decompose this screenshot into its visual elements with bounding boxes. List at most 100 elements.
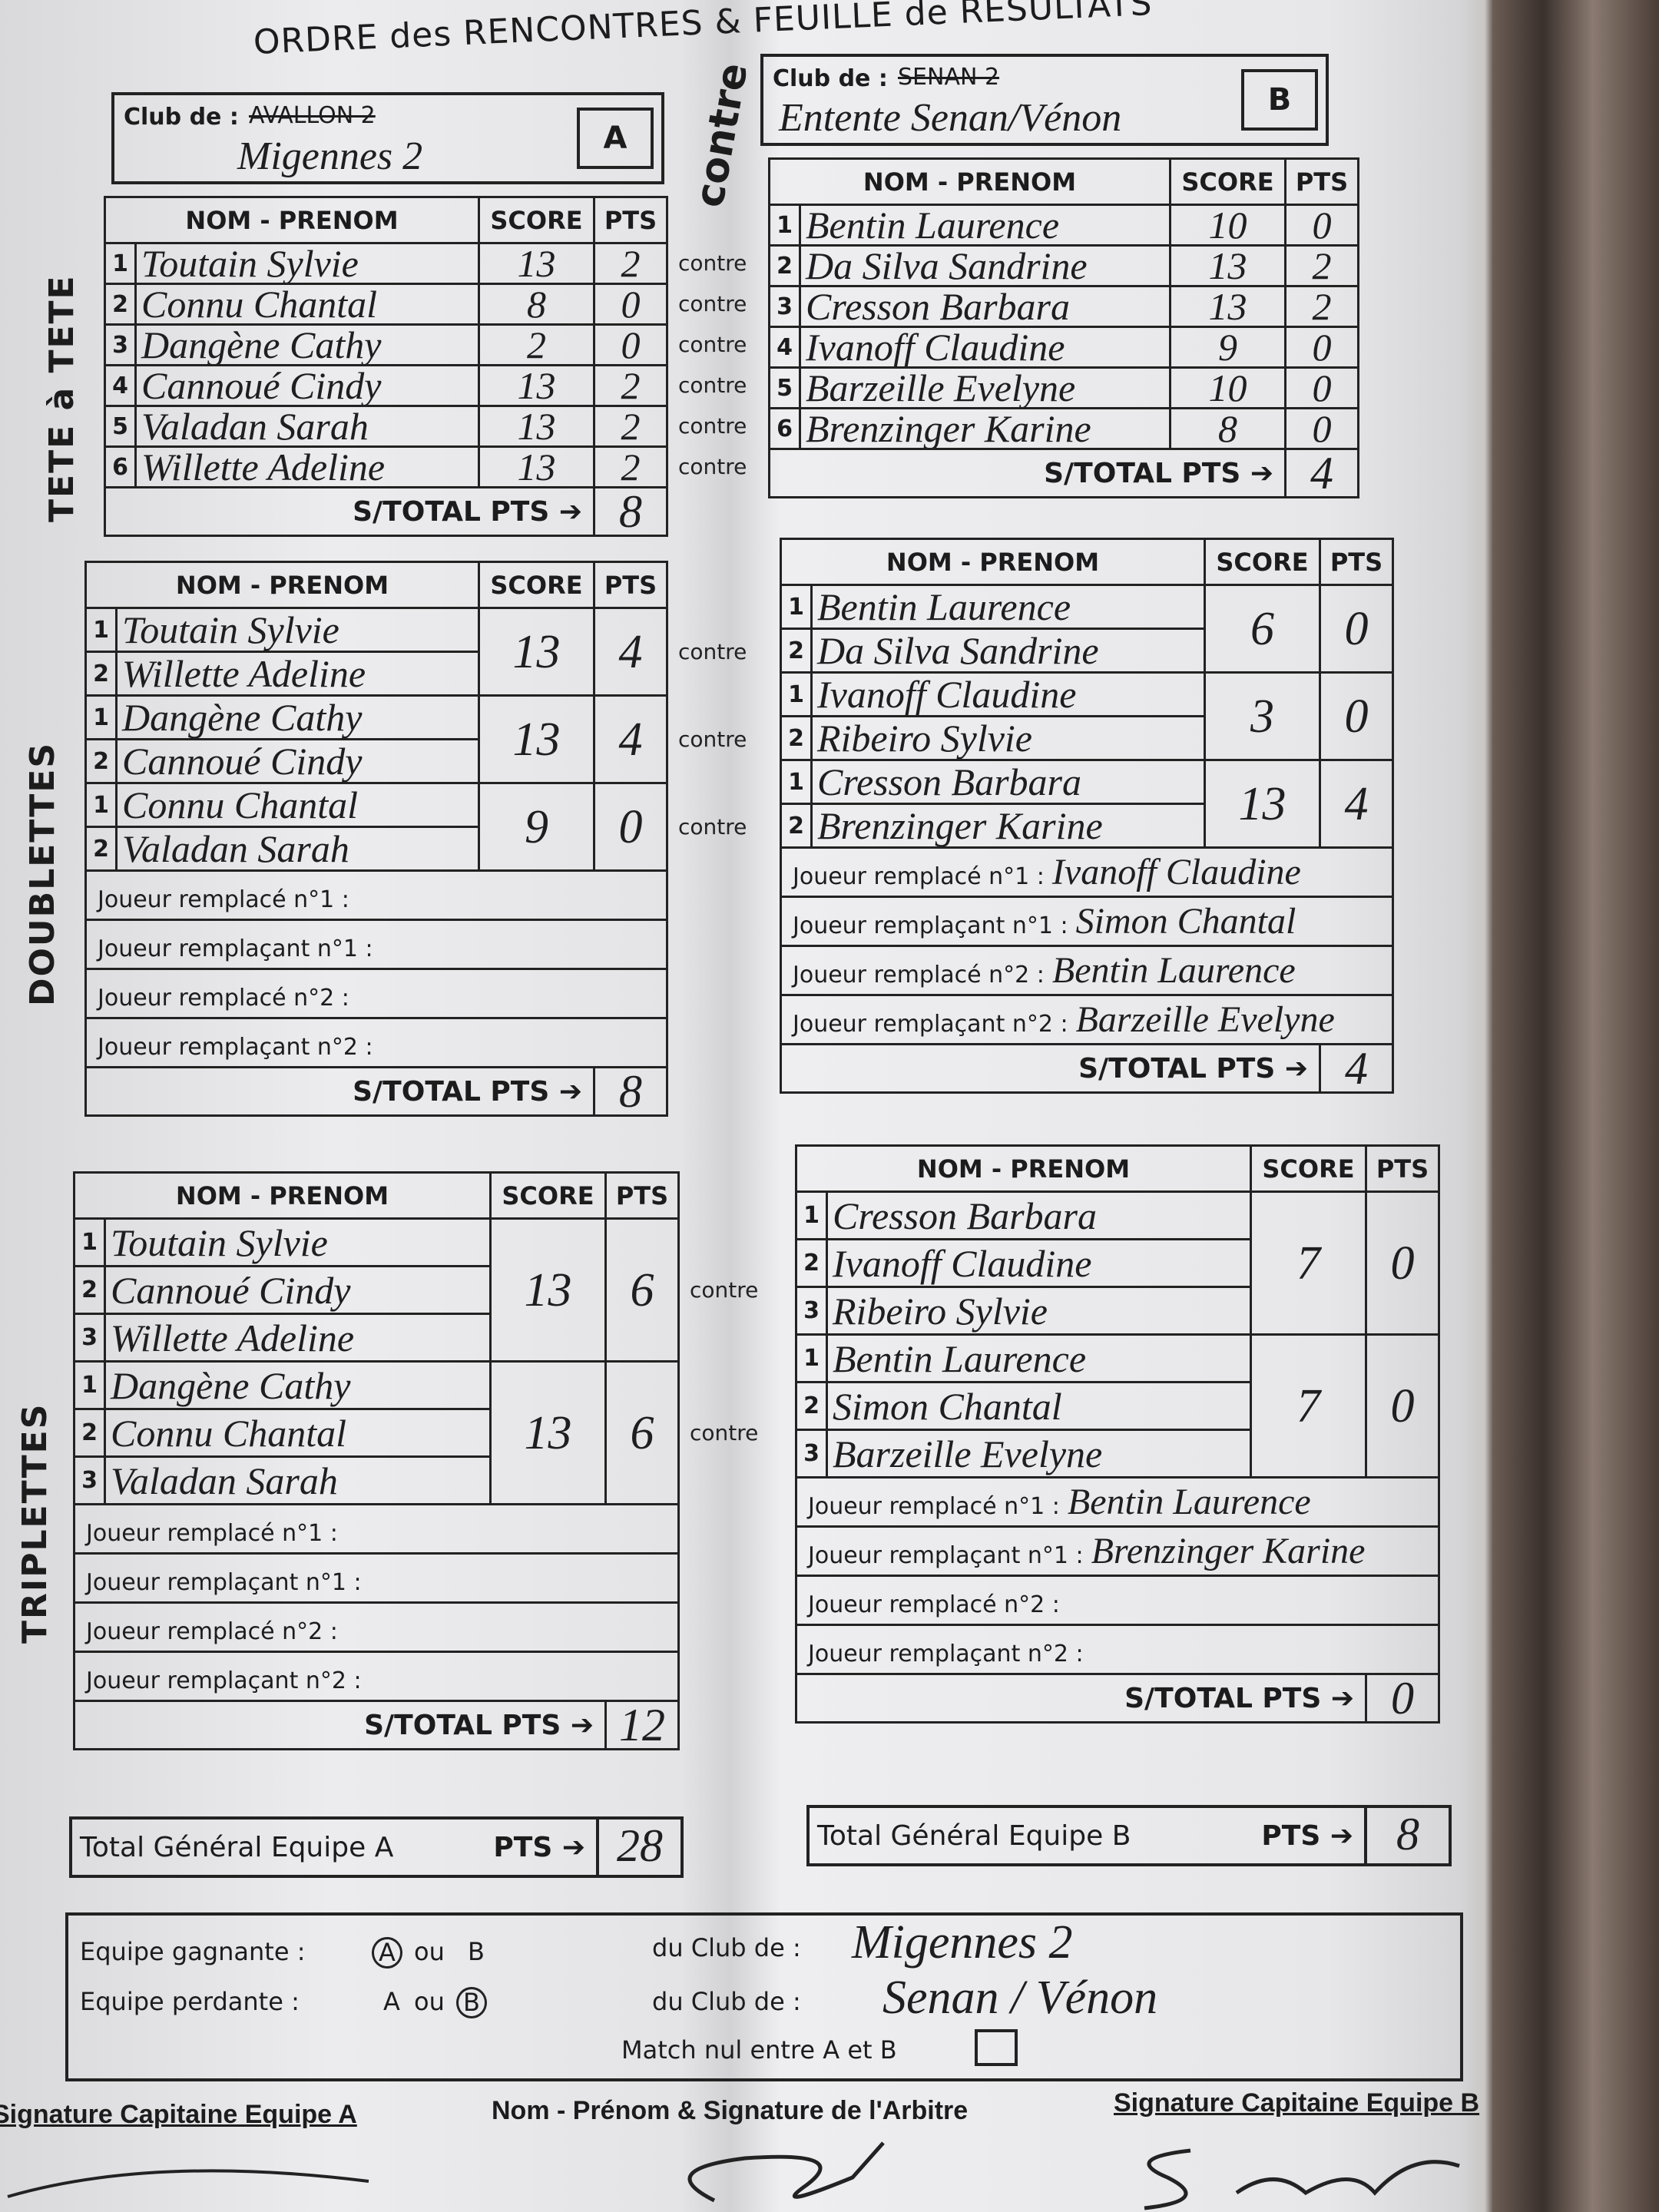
replacement-row: Joueur remplaçant n°1 : — [73, 1552, 680, 1604]
team-b-letter: B — [1241, 69, 1318, 131]
results-table: NOM - PRENOM SCORE PTS 1 Cresson Barbara 7 0 2 I… — [795, 1144, 1440, 1724]
score-cell: 13 — [1169, 244, 1286, 287]
pts-value: 0 — [1390, 1237, 1415, 1290]
player-number: 2 — [104, 283, 137, 326]
contre-label: contre — [678, 291, 747, 316]
draw-checkbox[interactable] — [975, 2029, 1018, 2066]
replacement-cell: Joueur remplaçant n°1 : Simon Chantal — [780, 896, 1394, 947]
subtotal-row: S/TOTAL PTS ➔ 0 — [795, 1673, 1440, 1724]
header-nom: NOM - PRENOM — [73, 1171, 492, 1220]
replacement-label: Joueur remplaçant n°2 : — [808, 1641, 1084, 1667]
replacement-row: Joueur remplacé n°2 : — [795, 1575, 1440, 1626]
header-pts: PTS — [1365, 1144, 1440, 1193]
replacement-row: Joueur remplacé n°1 : Bentin Laurence — [795, 1476, 1440, 1528]
pts-cell: 0 — [1284, 407, 1359, 450]
replacement-cell: Joueur remplacé n°1 : — [73, 1503, 680, 1555]
header-score: SCORE — [478, 196, 595, 244]
player-name: Cannoué Cindy — [104, 1265, 492, 1315]
pts-value: 4 — [618, 713, 643, 766]
contre-label: contre — [678, 726, 747, 752]
replacement-label: Joueur remplaçant n°1 : — [808, 1542, 1084, 1569]
pts-cell: 0 — [1319, 584, 1394, 674]
replacement-label: Joueur remplaçant n°2 : — [98, 1034, 373, 1061]
replacement-label: Joueur remplacé n°2 : — [808, 1591, 1060, 1618]
subtotal-value: 4 — [1319, 1043, 1394, 1094]
replacement-row: Joueur remplaçant n°1 : — [84, 919, 668, 970]
header-pts: PTS — [1319, 538, 1394, 586]
table-row: 1 Ivanoff Claudine 3 0 — [780, 671, 1394, 761]
player-name: Dangène Cathy — [134, 323, 480, 366]
header-score: SCORE — [1204, 538, 1321, 586]
tete-a-tete-team-a: NOM - PRENOM SCORE PTS 1 Toutain Sylvie 13 2 co… — [104, 196, 747, 537]
winner-ou: ou — [414, 1937, 445, 1966]
pts-value: 0 — [621, 283, 641, 326]
club-a-box: Club de : AVALLON 2 Migennes 2 A — [111, 92, 664, 184]
replacement-name: Bentin Laurence — [1051, 950, 1296, 991]
player-number: 2 — [84, 651, 118, 697]
pts-cell: 4 contre — [593, 694, 747, 784]
table-row: 1 Cresson Barbara 7 0 — [795, 1190, 1440, 1336]
replacement-name: Simon Chantal — [1075, 901, 1296, 942]
total-a-label: Total Général Equipe A — [80, 1831, 394, 1863]
club-b-label: Club de : — [773, 65, 888, 92]
table-row: 1 Connu Chantal 9 0 contre — [84, 782, 747, 872]
score-cell: 6 — [1204, 584, 1321, 674]
player-number: 1 — [73, 1217, 106, 1267]
player-number: 1 — [73, 1360, 106, 1410]
total-a-value: 28 — [596, 1820, 680, 1875]
table-row: 2 Da Silva Sandrine — [780, 628, 1393, 674]
player-name: Bentin Laurence — [826, 1333, 1252, 1383]
subtotal-row: S/TOTAL PTS ➔ 8 — [104, 486, 668, 537]
score-cell: 13 — [489, 1360, 607, 1505]
pts-cell: 6 contre — [604, 1217, 758, 1363]
pts-cell: 2 contre — [593, 242, 747, 285]
pts-cell: 0 — [1365, 1190, 1440, 1336]
winner-club: Migennes 2 — [852, 1916, 1073, 1969]
winner-club-label: du Club de : — [652, 1933, 801, 1962]
subtotal-row: S/TOTAL PTS ➔ 4 — [768, 448, 1359, 498]
result-box: Equipe gagnante : A ou B du Club de : Mi… — [65, 1912, 1463, 2081]
table-row: 2 Cannoué Cindy — [73, 1265, 679, 1315]
score-cell: 10 — [1169, 204, 1286, 247]
score-cell: 10 — [1169, 366, 1286, 409]
player-name: Valadan Sarah — [104, 1455, 492, 1505]
player-number: 3 — [104, 323, 137, 366]
player-number: 2 — [780, 803, 813, 849]
score-cell: 13 — [478, 607, 595, 697]
player-number: 2 — [795, 1238, 828, 1288]
total-b-value: 8 — [1364, 1808, 1449, 1863]
replacement-label: Joueur remplacé n°1 : — [793, 863, 1045, 890]
table-row: 1 Dangène Cathy 13 4 contre — [84, 694, 747, 784]
player-number: 1 — [780, 584, 813, 630]
player-number: 1 — [768, 204, 801, 247]
subtotal-value: 4 — [1284, 448, 1359, 498]
table-header: NOM - PRENOM SCORE PTS — [73, 1171, 680, 1220]
sheet-title: ORDRE des RENCONTRES & FEUILLE de RESULT… — [252, 0, 1154, 62]
table-header: NOM - PRENOM SCORE PTS — [104, 196, 668, 244]
total-b-label: Total Général Equipe B — [817, 1820, 1131, 1852]
subtotal-label: S/TOTAL PTS ➔ — [768, 448, 1286, 498]
player-name: Simon Chantal — [826, 1381, 1252, 1431]
replacement-cell: Joueur remplacé n°2 : — [73, 1601, 680, 1653]
loser-club: Senan / Vénon — [882, 1972, 1158, 2024]
loser-a: A — [383, 1987, 400, 2016]
score-cell: 8 — [1169, 407, 1286, 450]
triplettes-team-b: NOM - PRENOM SCORE PTS 1 Cresson Barbara 7 0 2 I… — [795, 1144, 1440, 1724]
replacement-cell: Joueur remplaçant n°1 : Brenzinger Karine — [795, 1525, 1440, 1577]
club-a-label: Club de : — [124, 104, 239, 131]
player-name: Cannoué Cindy — [134, 364, 480, 407]
contre-label: contre — [678, 813, 747, 839]
pts-value: 4 — [1344, 777, 1369, 830]
header-nom: NOM - PRENOM — [795, 1144, 1252, 1193]
replacement-name: Ivanoff Claudine — [1051, 852, 1301, 892]
table-row: 3 Valadan Sarah — [73, 1455, 679, 1505]
table-row: 5 Barzeille Evelyne 10 0 — [768, 366, 1359, 409]
pts-value: 0 — [1344, 690, 1369, 743]
replacement-label: Joueur remplaçant n°2 : — [793, 1011, 1068, 1038]
player-number: 2 — [795, 1381, 828, 1431]
score-cell: 9 — [1169, 326, 1286, 369]
player-number: 1 — [84, 782, 118, 828]
player-name: Dangène Cathy — [104, 1360, 492, 1410]
contre-label: contre — [678, 373, 747, 398]
player-name: Barzeille Evelyne — [826, 1429, 1252, 1479]
